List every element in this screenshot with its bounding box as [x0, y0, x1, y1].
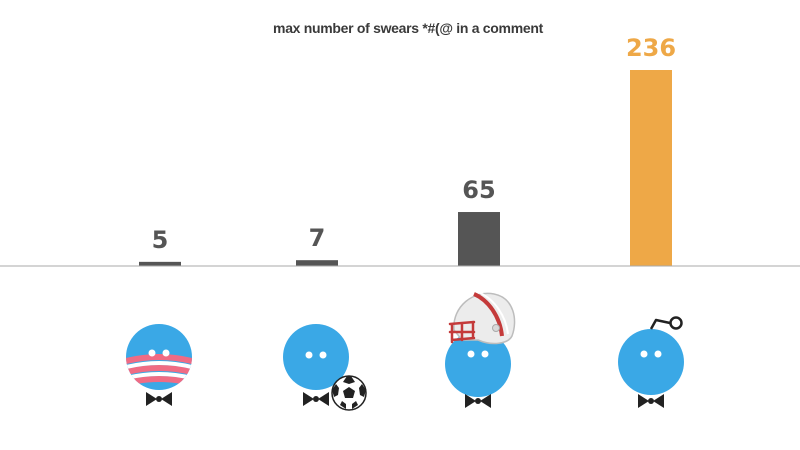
mascot-eye-right: [319, 351, 327, 359]
mascot-politics: [126, 324, 192, 406]
mascot-eye-left: [305, 351, 313, 359]
mascot-eye-right: [481, 350, 489, 358]
mascot-eye-left: [640, 350, 648, 358]
value-label-football-mascot: 65: [462, 176, 495, 204]
bars-layer: [139, 70, 672, 266]
mascot-body: [445, 331, 511, 397]
bowtie-icon: [303, 392, 329, 406]
mascot-eye-left: [148, 349, 156, 357]
football-helmet-icon: [448, 292, 516, 345]
mascot-body: [618, 329, 684, 395]
bar-football-mascot: [458, 212, 500, 266]
bowtie-icon: [465, 394, 491, 408]
antenna-icon: [649, 316, 683, 330]
chart-title: max number of swears *#(@ in a comment: [273, 20, 544, 36]
mascot-soccer: [283, 324, 367, 411]
mascot-eye-right: [654, 350, 662, 358]
mascot-eye-right: [162, 349, 170, 357]
value-labels-layer: 5 7 65 236: [152, 34, 676, 254]
bar-politics-mascot: [139, 261, 181, 266]
mascot-body: [283, 324, 349, 390]
soccer-ball-icon: [331, 375, 367, 411]
bowtie-icon: [146, 392, 172, 406]
value-label-soccer-mascot: 7: [309, 224, 326, 252]
value-label-reddit-mascot: 236: [626, 34, 676, 62]
mascot-reddit: [618, 316, 684, 408]
mascot-football: [445, 292, 516, 408]
bar-reddit-mascot: [630, 70, 672, 266]
value-label-politics-mascot: 5: [152, 226, 169, 254]
bar-soccer-mascot: [296, 260, 338, 266]
bowtie-icon: [638, 394, 664, 408]
mascot-eye-left: [467, 350, 475, 358]
obama-stripes-icon: [126, 354, 192, 388]
